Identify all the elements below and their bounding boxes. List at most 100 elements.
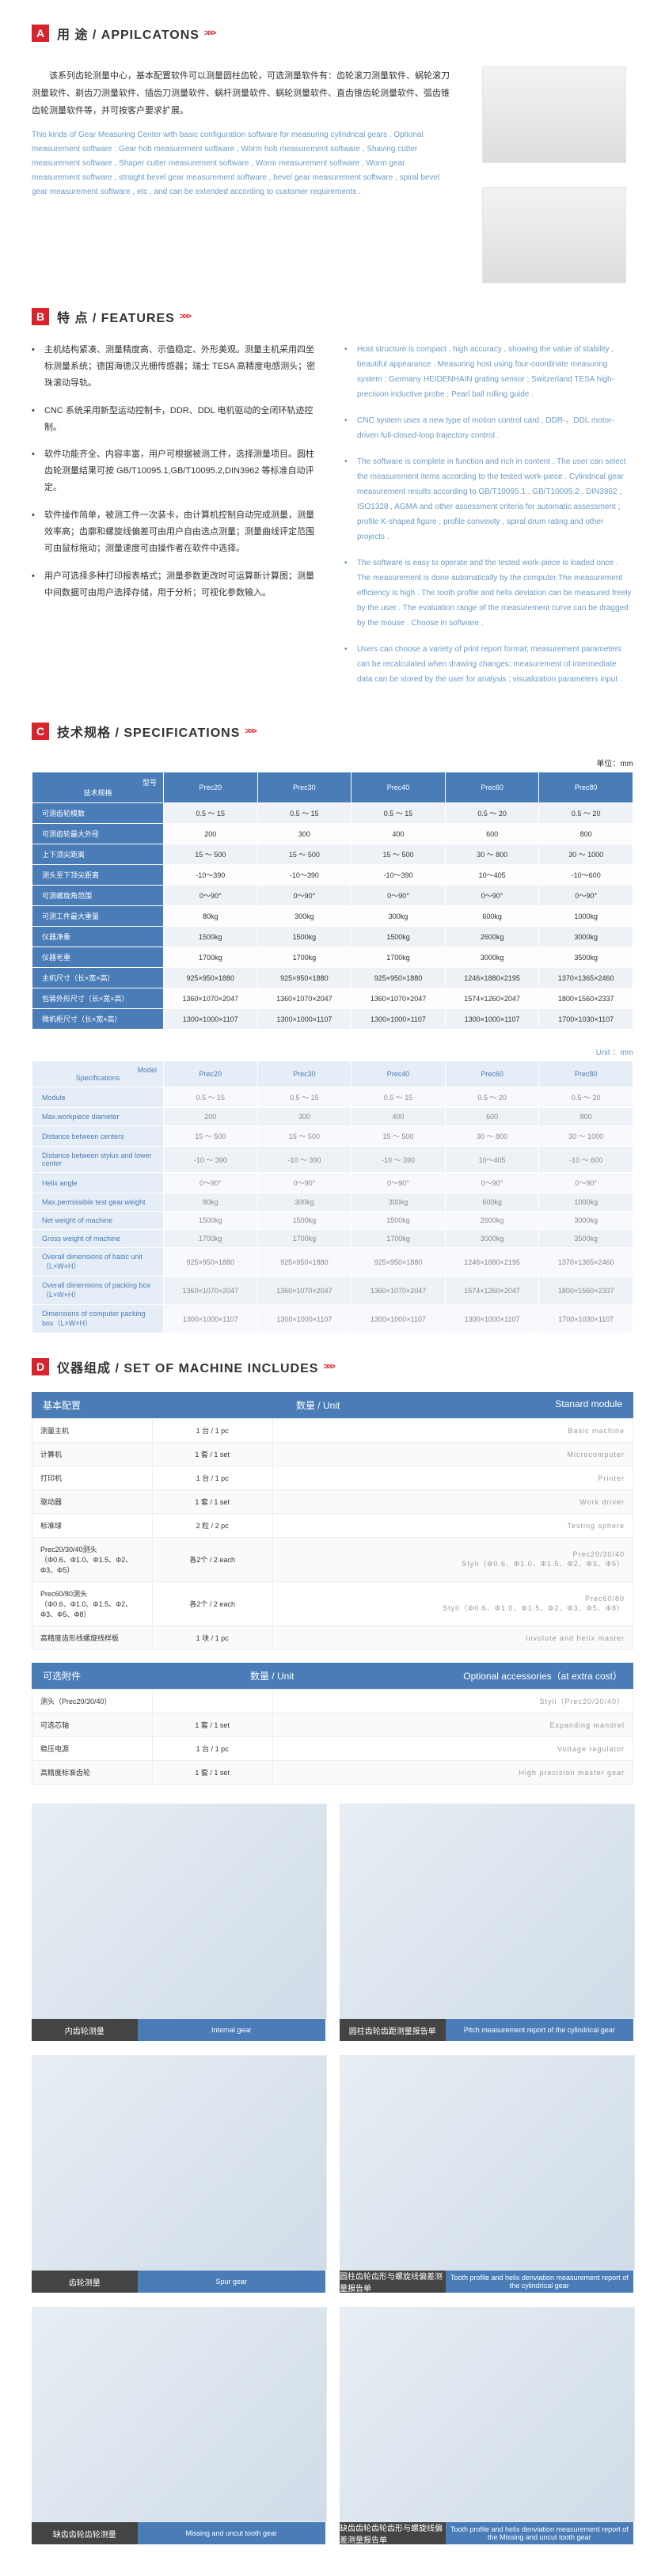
cell: 80kg xyxy=(164,1193,258,1212)
cell: 0～90° xyxy=(352,886,446,906)
cell: 1500kg xyxy=(352,1212,446,1230)
caption-en: Spur gear xyxy=(138,2271,325,2293)
cell: 15 ～ 500 xyxy=(164,844,258,865)
cell: 0.5 ～ 15 xyxy=(352,803,446,824)
cell: 30 ～ 1000 xyxy=(539,844,633,865)
mod-cn: Prec60/80测头（Φ0.6、Φ1.0、Φ1.5、Φ2、Φ3、Φ5、Φ8） xyxy=(32,1582,153,1626)
arrows-c: >>> xyxy=(245,727,255,736)
cell: 1500kg xyxy=(257,927,352,947)
mod-unit: 各2个 / 2 each xyxy=(152,1582,272,1626)
mod-en: Prec20/30/40Styli（Φ0.6、Φ1.0、Φ1.5、Φ2、Φ3、Φ… xyxy=(272,1538,633,1582)
cell: -10～390 xyxy=(352,865,446,886)
cell: 30 ～ 800 xyxy=(445,1126,539,1147)
caption-cn: 缺齿齿轮齿轮齿形与螺旋线偏差测量报告单 xyxy=(340,2522,446,2544)
cell: 1300×1000×1107 xyxy=(257,1009,352,1030)
gallery-card: 缺齿齿轮齿轮齿形与螺旋线偏差测量报告单 Tooth profile and he… xyxy=(340,2307,633,2544)
mod-unit: 1 套 / 1 set xyxy=(152,1713,272,1737)
cell: 300kg xyxy=(352,906,446,927)
mod-unit: 1 套 / 1 set xyxy=(152,1761,272,1785)
cell: 1700kg xyxy=(257,1230,352,1248)
arrows-b: >>> xyxy=(180,312,190,321)
unit-cn: 单位：mm xyxy=(32,757,633,768)
mod-en: Microcomputer xyxy=(272,1443,633,1466)
cell: 0.5 ～ 15 xyxy=(257,803,352,824)
gallery-card: 齿轮测量 Spur gear xyxy=(32,2055,325,2293)
row-head: 上下顶尖距离 xyxy=(32,844,164,865)
cell: 925×950×1880 xyxy=(164,1248,258,1277)
gallery-image xyxy=(32,2055,327,2271)
mod-unit: 各2个 / 2 each xyxy=(152,1538,272,1582)
cell: 3000kg xyxy=(539,927,633,947)
spec1-corner: 型号 技术规格 xyxy=(32,772,164,803)
mod-unit: 1 台 / 1 pc xyxy=(152,1419,272,1443)
cell: 1300×1000×1107 xyxy=(352,1009,446,1030)
cell: 300kg xyxy=(257,906,352,927)
feat-cn-list: 主机结构紧凑、测量精度高、示值稳定、外形美观。测量主机采用四坐标测量系统；德国海… xyxy=(32,342,321,601)
feat-cn-2: 软件功能齐全、内容丰富，用户可根据被测工件，选择测量项目。圆柱齿轮测量结果可按 … xyxy=(32,446,321,496)
mod1-head: 基本配置 数量 / Unit Stanard module xyxy=(32,1392,633,1418)
mod-unit xyxy=(152,1690,272,1713)
cell: 0～90° xyxy=(445,886,539,906)
row-head: Distance between centers xyxy=(32,1126,164,1147)
mod-cn: 稳压电源 xyxy=(32,1737,153,1761)
row-head: Module xyxy=(32,1087,164,1108)
caption-cn: 圆柱齿轮齿距测量报告单 xyxy=(340,2019,446,2041)
cell: -10 ～ 390 xyxy=(164,1147,258,1173)
cell: -10 ～ 390 xyxy=(352,1147,446,1173)
mod-en: High precision master gear xyxy=(272,1761,633,1785)
feat-en-4: Users can choose a variety of print repo… xyxy=(344,642,633,687)
cell: 0～90° xyxy=(539,886,633,906)
badge-a: A xyxy=(32,25,49,42)
cell: 0～90° xyxy=(164,1173,258,1193)
cell: 1500kg xyxy=(257,1212,352,1230)
row-head: 主机尺寸（长×宽×高） xyxy=(32,968,164,988)
cell: 1300×1000×1107 xyxy=(352,1305,446,1334)
mod1-table: 测量主机1 台 / 1 pcBasic machine计算机1 套 / 1 se… xyxy=(32,1418,633,1650)
cell: 15 ～ 500 xyxy=(352,1126,446,1147)
row-head: 可测螺旋角范围 xyxy=(32,886,164,906)
feat-en-3: The software is easy to operate and the … xyxy=(344,556,633,631)
mod-cn: 计算机 xyxy=(32,1443,153,1466)
cell: 300 xyxy=(257,824,352,844)
cell: 400 xyxy=(352,1108,446,1126)
cell: 3000kg xyxy=(445,947,539,968)
feat-en-list: Host structure is compact , high accurac… xyxy=(344,342,633,687)
gallery-image xyxy=(32,1804,327,2019)
row-head: Helix angle xyxy=(32,1173,164,1193)
mod-en: Voltage regulator xyxy=(272,1737,633,1761)
title-b: 特 点 / FEATURES xyxy=(57,307,175,326)
cell: 925×950×1880 xyxy=(164,968,258,988)
feat-cn-1: CNC 系统采用新型运动控制卡，DDR、DDL 电机驱动的全闭环轨迹控制。 xyxy=(32,403,321,436)
caption-en: Tooth profile and helix denviation measu… xyxy=(446,2271,633,2293)
cell: 15 ～ 500 xyxy=(164,1126,258,1147)
cell: 1360×1070×2047 xyxy=(352,988,446,1009)
mod-unit: 2 粒 / 2 pc xyxy=(152,1514,272,1538)
row-head: 包装外形尺寸（长×宽×高） xyxy=(32,988,164,1009)
row-head: 仪器净重 xyxy=(32,927,164,947)
cell: 3000kg xyxy=(539,1212,633,1230)
cell: 30 ～ 1000 xyxy=(539,1126,633,1147)
app-en: This kinds of Gear Measuring Center with… xyxy=(32,128,451,199)
mod-cn: 高精度齿形线螺旋线样板 xyxy=(32,1626,153,1650)
cell: 0.5 ～ 15 xyxy=(164,803,258,824)
spec-table-cn: 型号 技术规格 Prec20 Prec30 Prec40 Prec60 Prec… xyxy=(32,772,633,1030)
cell: 10～405 xyxy=(445,865,539,886)
cell: 1246×1880×2195 xyxy=(445,968,539,988)
cell: 0.5 ～ 15 xyxy=(352,1087,446,1108)
title-d: 仪器组成 / SET OF MACHINE INCLUDES xyxy=(57,1357,318,1376)
cell: 800 xyxy=(539,824,633,844)
gallery-card: 内齿轮测量 Internal gear xyxy=(32,1804,325,2041)
cell: 1800×1560×2337 xyxy=(539,1277,633,1305)
caption-cn: 缺齿齿轮齿轮测量 xyxy=(32,2522,138,2544)
cell: 600 xyxy=(445,1108,539,1126)
cell: 925×950×1880 xyxy=(257,1248,352,1277)
feat-en-2: The software is complete in function and… xyxy=(344,454,633,544)
cell: 300kg xyxy=(352,1193,446,1212)
mod-unit: 1 套 / 1 set xyxy=(152,1443,272,1466)
cell: 1000kg xyxy=(539,1193,633,1212)
cell: 0.5 ～ 15 xyxy=(164,1087,258,1108)
cell: 1360×1070×2047 xyxy=(257,1277,352,1305)
caption-cn: 圆柱齿轮齿形与螺旋线偏差测量报告单 xyxy=(340,2271,446,2293)
row-head: 可测工件最大重量 xyxy=(32,906,164,927)
mod-cn: Prec20/30/40测头（Φ0.6、Φ1.0、Φ1.5、Φ2、Φ3、Φ5） xyxy=(32,1538,153,1582)
